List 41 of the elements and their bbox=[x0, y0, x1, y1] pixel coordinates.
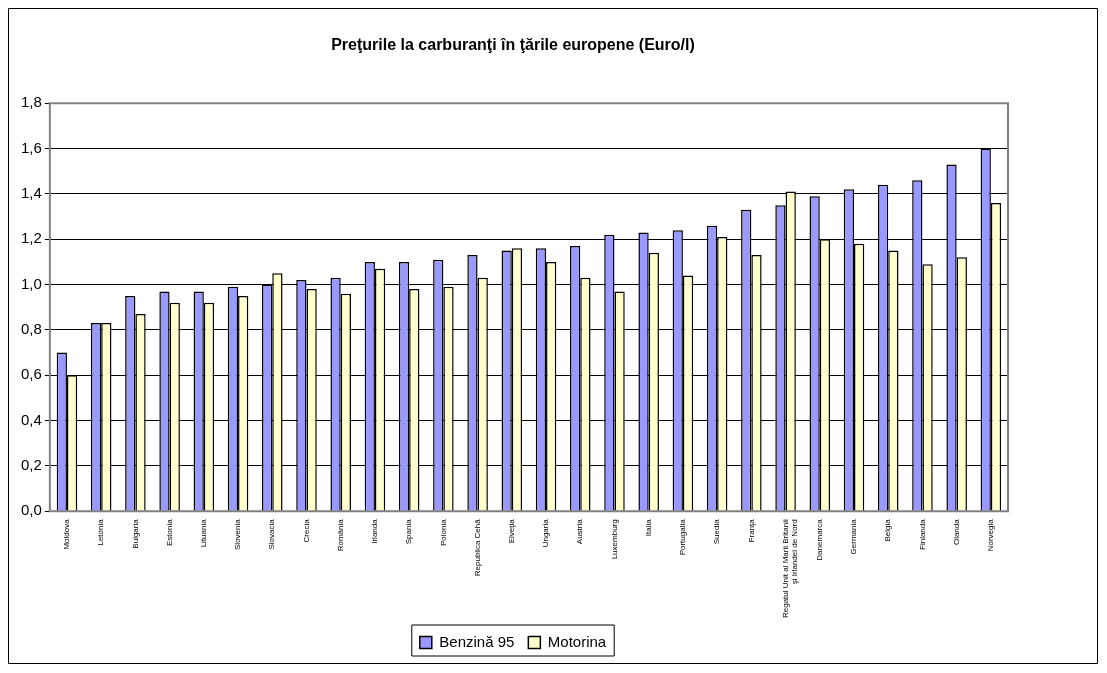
x-tick-label: Olanda bbox=[951, 518, 961, 546]
x-tick-label: Irlanda bbox=[370, 518, 380, 544]
x-tick-label: Bulgaria bbox=[130, 518, 140, 549]
x-tick-label: Regatul Unit al Marii Britanii şi Irlandei de Nord bbox=[780, 519, 800, 618]
x-tick-label: Slovenia bbox=[233, 518, 243, 550]
x-tick-label: Republica Cehă bbox=[472, 518, 482, 577]
x-tick-label: Italia bbox=[643, 518, 653, 537]
chart-title: Preţurile la carburanţi în ţările europene (Euro/l) bbox=[331, 36, 695, 54]
legend-label: Motorina bbox=[547, 632, 607, 650]
x-tick-label: Danemarca bbox=[815, 518, 824, 561]
x-tick-label: Polonia bbox=[438, 518, 448, 546]
y-tick-label: 0,6 bbox=[20, 365, 42, 383]
y-tick-label: 1,0 bbox=[20, 274, 42, 292]
x-tick-label: Slovacia bbox=[267, 518, 277, 550]
x-tick-label: Moldova bbox=[62, 518, 72, 550]
y-tick-label: 1,4 bbox=[20, 184, 42, 202]
x-tick-label: Luxemburg bbox=[609, 519, 619, 560]
x-tick-label: Crecia bbox=[301, 518, 311, 543]
x-tick-label: Suedia bbox=[712, 518, 722, 545]
x-tick-label: Portugalia bbox=[678, 518, 688, 556]
x-tick-label: Ungaria bbox=[541, 518, 551, 548]
x-tick-label: Estonia bbox=[164, 518, 174, 546]
y-tick-label: 1,6 bbox=[20, 138, 42, 156]
x-tick-label: Elveţia bbox=[507, 518, 517, 544]
legend-label: Benzină 95 bbox=[439, 632, 515, 650]
y-tick-label: 0,0 bbox=[20, 501, 42, 519]
x-tick-label: Norvegia bbox=[986, 518, 996, 552]
y-tick-label: 1,8 bbox=[20, 93, 42, 111]
y-tick-label: 0,4 bbox=[20, 410, 42, 428]
x-tick-label: Spania bbox=[404, 518, 414, 545]
x-tick-label: Belgia bbox=[883, 518, 893, 542]
y-tick-label: 0,2 bbox=[20, 456, 42, 474]
x-tick-label: Germania bbox=[849, 518, 859, 555]
x-tick-label: Letonia bbox=[96, 518, 106, 546]
y-tick-label: 0,8 bbox=[20, 320, 42, 338]
x-tick-label: Finlanda bbox=[917, 518, 927, 550]
x-tick-label: Franţa bbox=[746, 518, 756, 543]
x-tick-label: România bbox=[335, 518, 345, 552]
x-tick-label: Austria bbox=[575, 518, 585, 545]
x-tick-label: Lituania bbox=[199, 518, 209, 548]
y-tick-label: 1,2 bbox=[20, 229, 42, 247]
